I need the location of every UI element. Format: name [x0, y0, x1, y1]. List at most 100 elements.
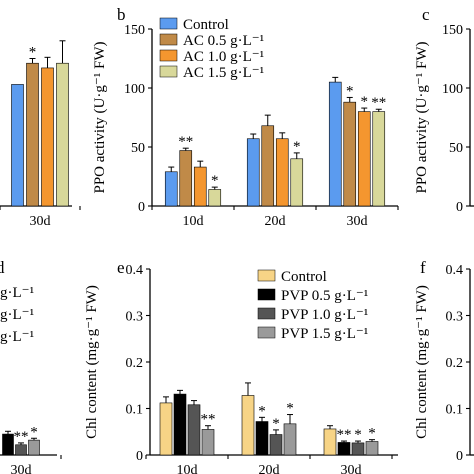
panel-3-letter: d	[0, 258, 5, 277]
panel-4-significance-label: *	[272, 416, 280, 432]
panel-1-legend-label: Control	[183, 17, 229, 33]
panel-5-y-tick-label: 0.1	[446, 403, 464, 418]
panel-4-significance-label: **	[201, 412, 216, 428]
panel-5-y-tick-label: 0.4	[446, 263, 464, 278]
panel-1-bar	[343, 101, 357, 207]
panel-4-x-tick-label: 20d	[259, 463, 280, 474]
panel-1-bar	[179, 150, 193, 207]
panel-1-bar	[246, 138, 260, 207]
panel-1-significance-label: *	[346, 83, 354, 99]
panel-1-significance-label: **	[371, 95, 386, 111]
panel-4-significance-label: *	[354, 427, 362, 443]
panel-0-bar	[11, 84, 24, 207]
panel-4-legend-label: PVP 1.0 g·L⁻¹	[281, 307, 368, 323]
panel-1-y-tick-label: 100	[124, 82, 145, 97]
panel-4-y-tick-label: 0.3	[126, 310, 144, 325]
panel-3-bar	[15, 444, 27, 456]
panel-1-y-tick-label: 150	[124, 23, 145, 38]
panel-5-y-tick-label: 0.3	[446, 310, 464, 325]
panel-0-bar	[26, 62, 39, 207]
panel-4-legend-swatch	[257, 288, 276, 301]
panel-4-y-tick-label: 0.1	[126, 403, 144, 418]
panel-1-significance-label: *	[211, 173, 219, 189]
panel-1-legend-swatch	[159, 33, 178, 46]
panel-4-legend-swatch	[257, 326, 276, 339]
panel-1-x-tick-label: 20d	[265, 214, 286, 229]
panel-1-legend-label: AC 0.5 g·L⁻¹	[183, 33, 264, 49]
panel-3-significance-label: **	[14, 429, 29, 445]
panel-5-y-tick-label: 0	[456, 449, 463, 464]
panel-5-y-axis-label: Chl content (mg·g⁻¹ FW)	[414, 285, 430, 439]
panel-5-letter: f	[420, 258, 426, 277]
panel-4-significance-label: **	[337, 427, 352, 443]
panel-1-y-tick-label: 0	[138, 200, 145, 215]
panel-3-significance-label: *	[30, 424, 38, 440]
panel-4-y-axis-label: Chl content (mg·g⁻¹ FW)	[84, 285, 100, 439]
panel-1-bar	[328, 81, 342, 207]
panel-4-legend-label: PVP 0.5 g·L⁻¹	[281, 288, 368, 304]
panel-1-letter: b	[117, 5, 126, 24]
panel-4-bar	[187, 404, 201, 456]
panel-3-x-tick-label: 30d	[11, 463, 32, 474]
panel-1-significance-label: *	[361, 94, 369, 110]
panel-0-significance-label: *	[29, 45, 37, 61]
panel-2-y-tick-label: 0	[456, 200, 463, 215]
panel-1-x-tick-label: 30d	[347, 214, 368, 229]
panel-4-bar	[351, 442, 365, 456]
panel-4-bar	[337, 442, 351, 456]
panel-4-letter: e	[117, 258, 125, 277]
panel-4-y-tick-label: 0.2	[126, 356, 144, 371]
panel-0-x-tick-label: 30d	[30, 214, 51, 229]
panel-1-legend-swatch	[159, 17, 178, 30]
panel-4-legend-swatch	[257, 307, 276, 320]
panel-5-y-tick-label: 0.2	[446, 356, 464, 371]
panel-1-legend-swatch	[159, 49, 178, 62]
panel-4-bar	[241, 395, 255, 456]
panel-1-bar	[193, 166, 207, 207]
panel-2-y-tick-label: 100	[442, 82, 463, 97]
panel-1-legend-label: AC 1.0 g·L⁻¹	[183, 49, 264, 65]
panel-1-y-axis-label: PPO activity (U·g⁻¹ FW)	[92, 42, 108, 194]
panel-3-legend-fragment: g·L⁻¹	[0, 329, 34, 345]
panel-1-legend-swatch	[159, 65, 178, 78]
panel-4-bar	[173, 393, 187, 456]
panel-4-bar	[323, 428, 337, 456]
panel-4-significance-label: *	[286, 401, 294, 417]
panel-4-significance-label: *	[368, 426, 376, 442]
panel-2-y-axis-label: PPO activity (U·g⁻¹ FW)	[414, 42, 430, 194]
panel-4-bar	[255, 421, 269, 456]
panel-1-x-tick-label: 10d	[183, 214, 204, 229]
panel-1-bar	[275, 138, 289, 207]
panel-1-legend-label: AC 1.5 g·L⁻¹	[183, 65, 264, 81]
panel-1-bar	[372, 111, 386, 207]
panel-0-bar	[56, 62, 69, 207]
panel-4-bar	[269, 434, 283, 456]
panel-4-bar	[159, 402, 173, 456]
panel-2-y-tick-label: 50	[449, 141, 463, 156]
panel-2-y-tick-label: 150	[442, 23, 463, 38]
panel-1-bar	[357, 111, 371, 207]
panel-4-legend-label: Control	[281, 269, 327, 285]
panel-3-bar	[2, 433, 14, 456]
panel-1-significance-label: *	[293, 139, 301, 155]
panel-4-y-tick-label: 0.4	[126, 263, 144, 278]
panel-3-bar	[28, 439, 40, 456]
panel-4-bar	[365, 441, 379, 456]
panel-1-significance-label: **	[178, 134, 193, 150]
panel-1-bar	[208, 189, 222, 207]
panel-4-significance-label: *	[258, 403, 266, 419]
panel-2-letter: c	[422, 5, 430, 24]
panel-4-y-tick-label: 0	[136, 449, 143, 464]
panel-1-y-tick-label: 50	[131, 141, 145, 156]
panel-4-x-tick-label: 30d	[341, 463, 362, 474]
panel-0-bar	[41, 67, 54, 207]
panel-4-bar	[283, 423, 297, 456]
panel-1-bar	[164, 171, 178, 207]
panel-4-legend-label: PVP 1.5 g·L⁻¹	[281, 326, 368, 342]
panel-3-legend-fragment: g·L⁻¹	[0, 285, 34, 301]
panel-3-legend-fragment: g·L⁻¹	[0, 307, 34, 323]
panel-4-bar	[201, 429, 215, 456]
panel-1-bar	[261, 125, 275, 207]
panel-4-legend-swatch	[257, 269, 276, 282]
